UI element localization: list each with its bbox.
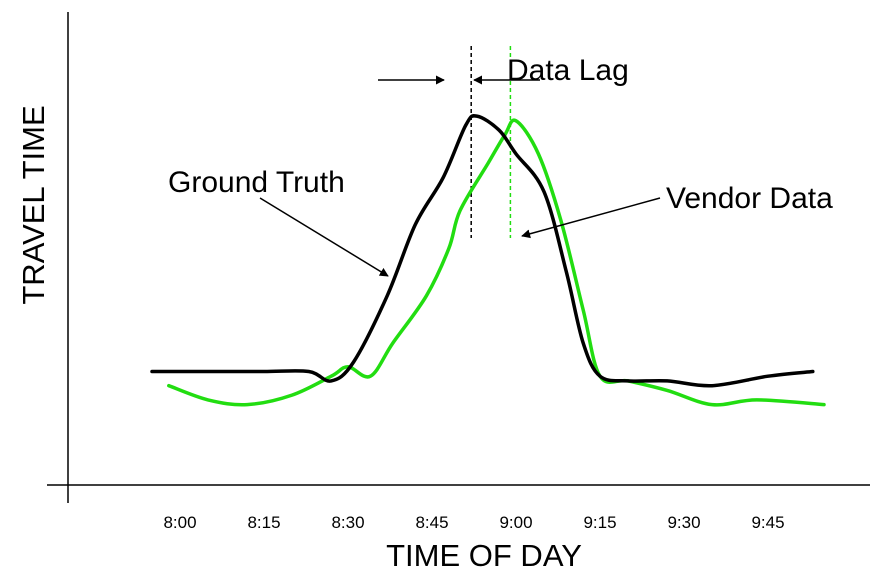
vendor-data-pointer-arrow — [521, 197, 661, 239]
x-tick-label: 8:45 — [415, 513, 448, 532]
x-tick-label: 8:30 — [331, 513, 364, 532]
x-tick-label: 8:00 — [163, 513, 196, 532]
vendor-data-series-line — [167, 118, 826, 407]
x-tick-label: 9:15 — [583, 513, 616, 532]
x-tick-labels: 8:00 8:15 8:30 8:45 9:00 9:15 9:30 9:45 — [163, 513, 784, 532]
x-tick-label: 9:45 — [751, 513, 784, 532]
x-tick-label: 8:15 — [247, 513, 280, 532]
ground-truth-series-line — [150, 114, 815, 388]
ground-truth-label: Ground Truth — [168, 166, 345, 199]
x-tick-label: 9:30 — [667, 513, 700, 532]
vendor-data-label: Vendor Data — [666, 182, 833, 215]
x-axis-title: TIME OF DAY — [386, 538, 582, 573]
y-axis-title: TRAVEL TIME — [16, 105, 51, 304]
x-tick-label: 9:00 — [499, 513, 532, 532]
reference-lines — [470, 46, 512, 238]
series-layer — [150, 114, 826, 407]
data-lag-label: Data Lag — [507, 54, 629, 87]
ground-truth-pointer-arrow — [259, 197, 389, 277]
